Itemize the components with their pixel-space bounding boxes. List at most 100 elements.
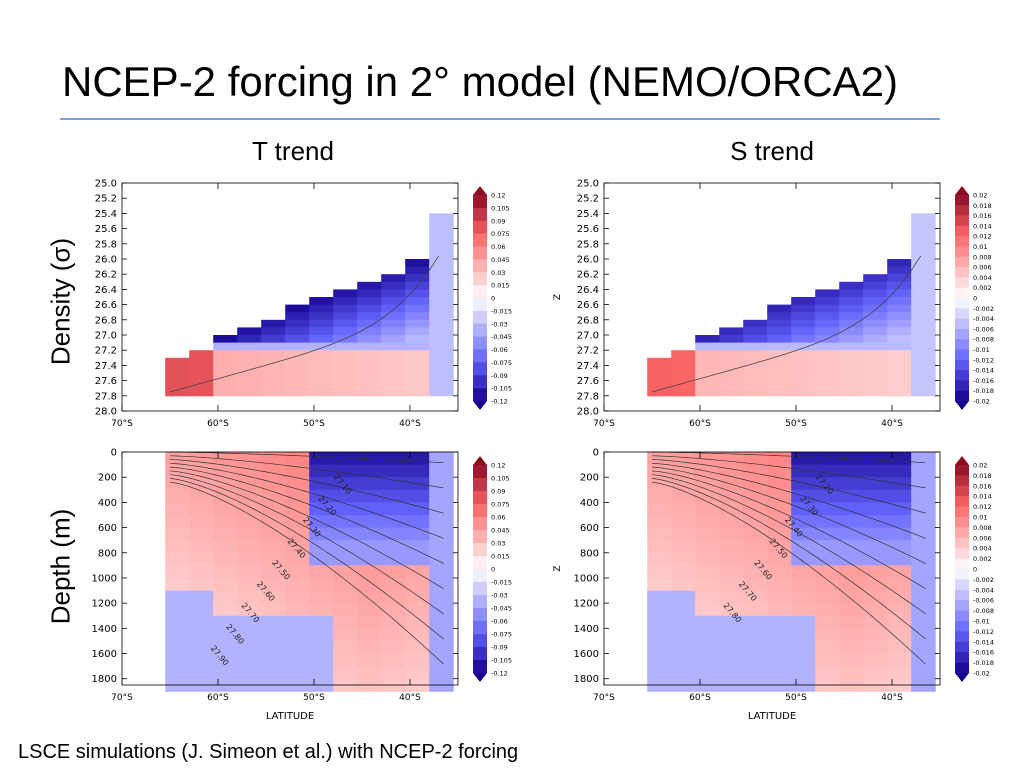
heatmap-cell [863, 640, 888, 655]
heatmap-cell [261, 565, 286, 579]
heatmap-cell [647, 514, 672, 529]
heatmap-cell [165, 628, 190, 642]
heatmap-cell [285, 357, 310, 366]
heatmap-cell [695, 365, 720, 374]
heatmap-cell [887, 335, 912, 344]
heatmap-cell [165, 540, 190, 554]
heatmap-cell [839, 565, 864, 579]
heatmap-cell [791, 640, 816, 655]
heatmap-cell [671, 502, 696, 516]
y-tick-label: 26.6 [95, 300, 117, 311]
heatmap-cell [719, 464, 744, 478]
heatmap-cell [333, 304, 358, 313]
colorbar-swatch [955, 621, 969, 632]
heatmap-cell [213, 577, 238, 592]
colorbar-label: 0.012 [973, 503, 992, 511]
heatmap-cell [671, 380, 696, 389]
colorbar-swatch [955, 485, 969, 497]
colorbar-swatch [955, 475, 969, 487]
contour-line [651, 481, 926, 665]
colorbar-label: -0.018 [973, 659, 994, 667]
heatmap-cell [429, 540, 454, 554]
heatmap-cell [911, 527, 936, 541]
column-title-t-trend: T trend [252, 136, 334, 166]
contour-line [169, 455, 444, 489]
heatmap-cell [309, 640, 334, 655]
heatmap-cell [213, 628, 238, 642]
heatmap-cell [815, 304, 840, 313]
heatmap-cell [213, 380, 238, 389]
heatmap-cell [429, 312, 454, 321]
heatmap-cell [285, 350, 310, 359]
heatmap-cell [357, 514, 382, 529]
heatmap-cell [839, 653, 864, 667]
colorbar-label: 0.006 [973, 264, 992, 272]
x-tick-label: 40°S [399, 419, 421, 429]
colorbar-swatch [955, 195, 969, 206]
heatmap-cell [719, 628, 744, 642]
heatmap-cell [429, 228, 454, 237]
heatmap-cell [309, 327, 334, 336]
contour-line [169, 466, 444, 564]
heatmap-cell [357, 304, 382, 313]
heatmap-cell [647, 540, 672, 554]
y-tick-label: 27.0 [577, 331, 599, 342]
heatmap-cell [189, 527, 214, 541]
heatmap-cell [261, 357, 286, 366]
heatmap-cell [791, 327, 816, 336]
heatmap-cell [815, 342, 840, 351]
heatmap-cell [719, 335, 744, 344]
heatmap-cell [405, 489, 430, 503]
x-tick-label: 50°S [303, 693, 325, 703]
heatmap-cell [647, 666, 672, 680]
heatmap-cell [671, 640, 696, 655]
heatmap-cell [839, 312, 864, 321]
heatmap-cell [261, 464, 286, 478]
heatmap-cell [213, 590, 238, 604]
colorbar-swatch [473, 362, 487, 376]
heatmap-cell [237, 357, 262, 366]
colorbar-swatch [473, 375, 487, 389]
heatmap-cell [743, 335, 768, 344]
heatmap-cell [647, 640, 672, 655]
heatmap-cell [815, 615, 840, 629]
contour-line [651, 455, 926, 489]
colorbar-label: -0.008 [973, 607, 994, 615]
y-tick-label: 26.2 [95, 270, 117, 281]
colorbar-swatch [955, 298, 969, 309]
heatmap-cell [671, 615, 696, 629]
heatmap-cell [189, 452, 214, 466]
heatmap-cell [671, 373, 696, 382]
colorbar-label: 0.03 [491, 269, 505, 277]
heatmap-cell [357, 373, 382, 382]
heatmap-cell [911, 335, 936, 344]
heatmap-cell [429, 297, 454, 306]
colorbar-label: 0.105 [491, 475, 510, 483]
axis-frame [603, 451, 941, 686]
heatmap-cell [647, 615, 672, 629]
heatmap-cell [381, 577, 406, 592]
heatmap-cell [429, 603, 454, 617]
y-tick-label: 26.0 [95, 255, 117, 266]
colorbar-swatch [955, 215, 969, 227]
heatmap-cell [719, 615, 744, 629]
footer-caption: LSCE simulations (J. Simeon et al.) with… [18, 741, 519, 763]
heatmap-cell [743, 477, 768, 491]
heatmap-cell [309, 527, 334, 541]
heatmap-cell [911, 603, 936, 617]
heatmap-cell [887, 388, 912, 397]
heatmap-cell [767, 350, 792, 359]
heatmap-cell [767, 365, 792, 374]
heatmap-cell [405, 312, 430, 321]
heatmap-cell [647, 603, 672, 617]
heatmap-cell [695, 502, 720, 516]
heatmap-cell [791, 477, 816, 491]
colorbar-swatch [473, 220, 487, 234]
heatmap-cell [743, 552, 768, 566]
heatmap-cell [261, 590, 286, 604]
heatmap-cell [429, 357, 454, 366]
colorbar-label: -0.002 [973, 305, 994, 313]
heatmap-cells [647, 452, 936, 692]
heatmap-cell [237, 388, 262, 397]
